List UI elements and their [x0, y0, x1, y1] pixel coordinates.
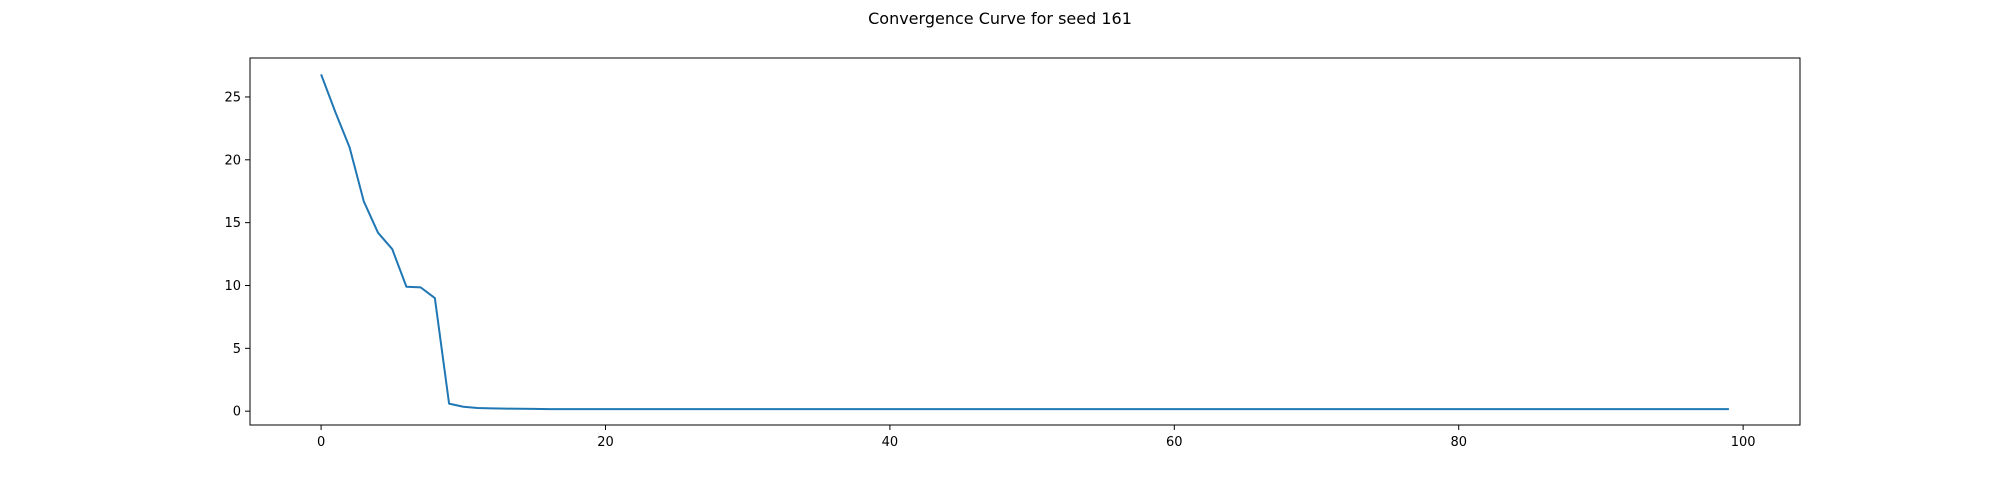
- x-tick-label-40: 40: [882, 435, 899, 450]
- plot-area: 0 20 40 60 80 100 0 5 10 15 20 25: [224, 57, 1801, 450]
- x-tick-label-60: 60: [1166, 435, 1183, 450]
- x-tick-label-80: 80: [1450, 435, 1467, 450]
- y-tick-label-15: 15: [224, 216, 241, 231]
- y-tick-label-25: 25: [224, 90, 241, 105]
- x-tick-label-100: 100: [1731, 435, 1756, 450]
- y-tick-label-5: 5: [233, 342, 241, 357]
- x-tick-label-20: 20: [597, 435, 614, 450]
- y-tick-label-20: 20: [224, 153, 241, 168]
- y-tick-label-0: 0: [233, 405, 241, 420]
- series-line-0: [320, 73, 1729, 411]
- y-tick-label-10: 10: [224, 279, 241, 294]
- axes-frame: [249, 57, 1801, 426]
- x-tick-label-0: 0: [317, 435, 325, 450]
- chart-title: Convergence Curve for seed 161: [868, 9, 1132, 28]
